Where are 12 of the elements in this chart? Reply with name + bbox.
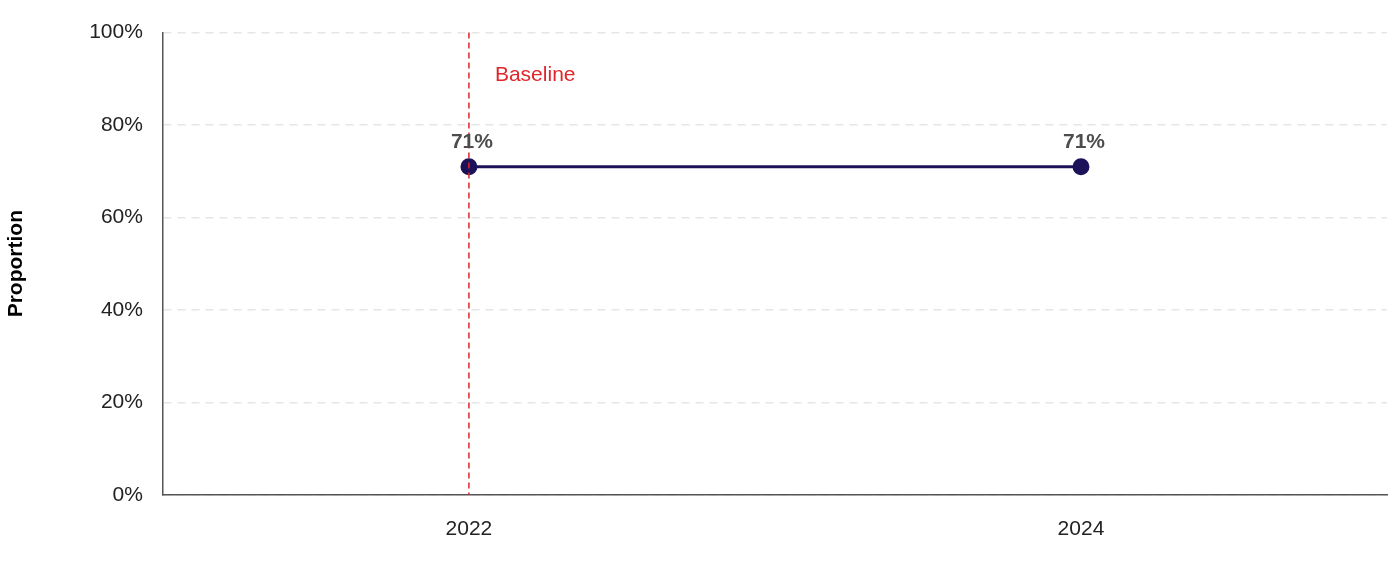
x-tick-label: 2022 [445,516,493,540]
ref-line-label: Baseline [494,62,576,86]
y-tick-label: 60% [100,204,143,228]
y-tick-label: 80% [100,111,143,135]
y-tick-label: 20% [100,389,143,413]
x-tick-label: 2024 [1057,516,1105,540]
y-tick-label: 0% [112,481,143,505]
y-tick-label: 40% [100,296,143,320]
text: 71% [1062,128,1105,152]
y-tick-label: 100% [89,19,143,43]
text: 71% [450,128,493,152]
y-axis-title: Proportion [3,210,27,318]
